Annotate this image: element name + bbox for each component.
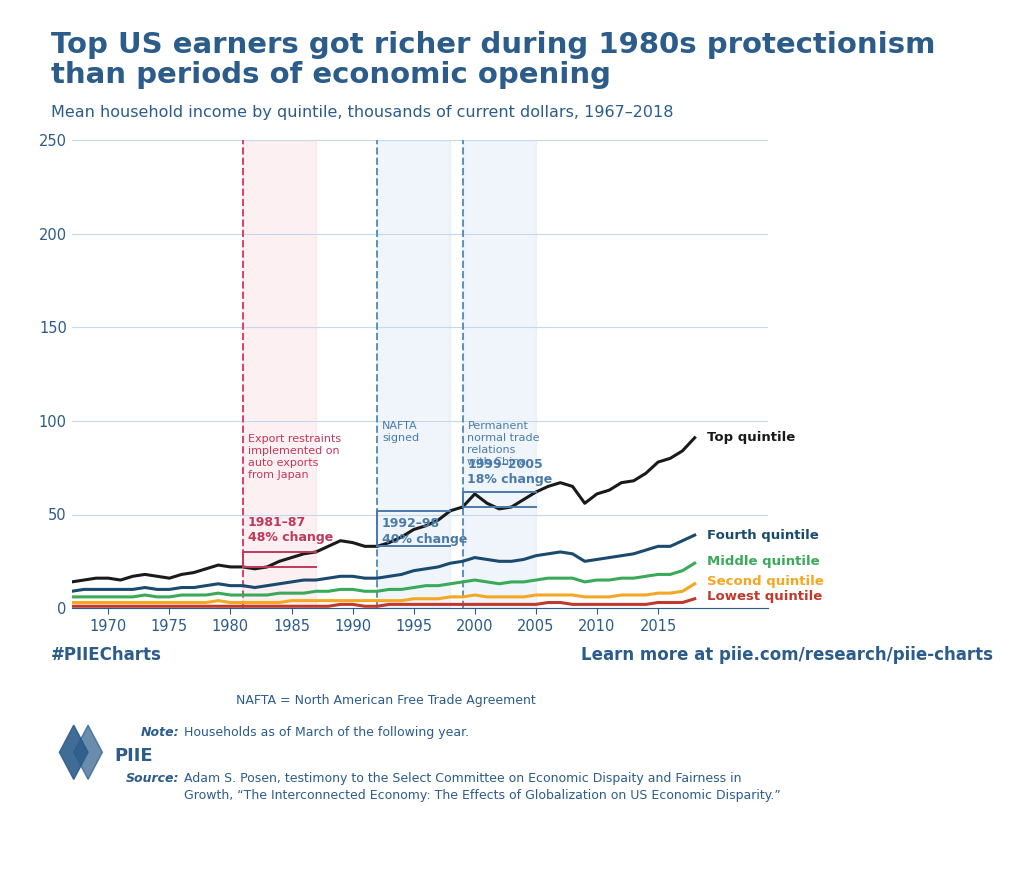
Polygon shape [59, 725, 88, 780]
Text: Second quintile: Second quintile [707, 576, 823, 588]
Text: Middle quintile: Middle quintile [707, 555, 819, 568]
Text: NAFTA = North American Free Trade Agreement: NAFTA = North American Free Trade Agreem… [236, 694, 536, 707]
Text: 1999–2005
18% change: 1999–2005 18% change [468, 458, 553, 486]
Bar [377, 140, 451, 608]
Text: Top quintile: Top quintile [707, 431, 796, 444]
Text: Note:: Note: [140, 726, 179, 739]
Text: than periods of economic opening: than periods of economic opening [51, 61, 611, 89]
Text: Source:: Source: [126, 772, 179, 785]
Text: Learn more at piie.com/research/piie-charts: Learn more at piie.com/research/piie-cha… [582, 646, 993, 664]
Text: 1981–87
48% change: 1981–87 48% change [248, 516, 333, 544]
Text: Lowest quintile: Lowest quintile [707, 591, 822, 604]
Text: #PIIECharts: #PIIECharts [51, 646, 162, 664]
Text: 1992–98
40% change: 1992–98 40% change [382, 517, 467, 546]
Polygon shape [74, 725, 102, 780]
Text: Mean household income by quintile, thousands of current dollars, 1967–2018: Mean household income by quintile, thous… [51, 105, 674, 120]
Text: Fourth quintile: Fourth quintile [707, 528, 818, 542]
Text: Households as of March of the following year.: Households as of March of the following … [184, 726, 469, 739]
Bar [243, 140, 316, 608]
Text: Top US earners got richer during 1980s protectionism: Top US earners got richer during 1980s p… [51, 31, 936, 59]
Text: Adam S. Posen, testimony to the Select Committee on Economic Dispaity and Fairne: Adam S. Posen, testimony to the Select C… [184, 772, 781, 802]
Text: PIIE: PIIE [115, 747, 154, 766]
Text: NAFTA
signed: NAFTA signed [382, 421, 419, 443]
Bar [463, 140, 536, 608]
Text: Permanent
normal trade
relations
with China: Permanent normal trade relations with Ch… [468, 421, 540, 467]
Text: Export restraints
implemented on
auto exports
from Japan: Export restraints implemented on auto ex… [248, 434, 341, 480]
